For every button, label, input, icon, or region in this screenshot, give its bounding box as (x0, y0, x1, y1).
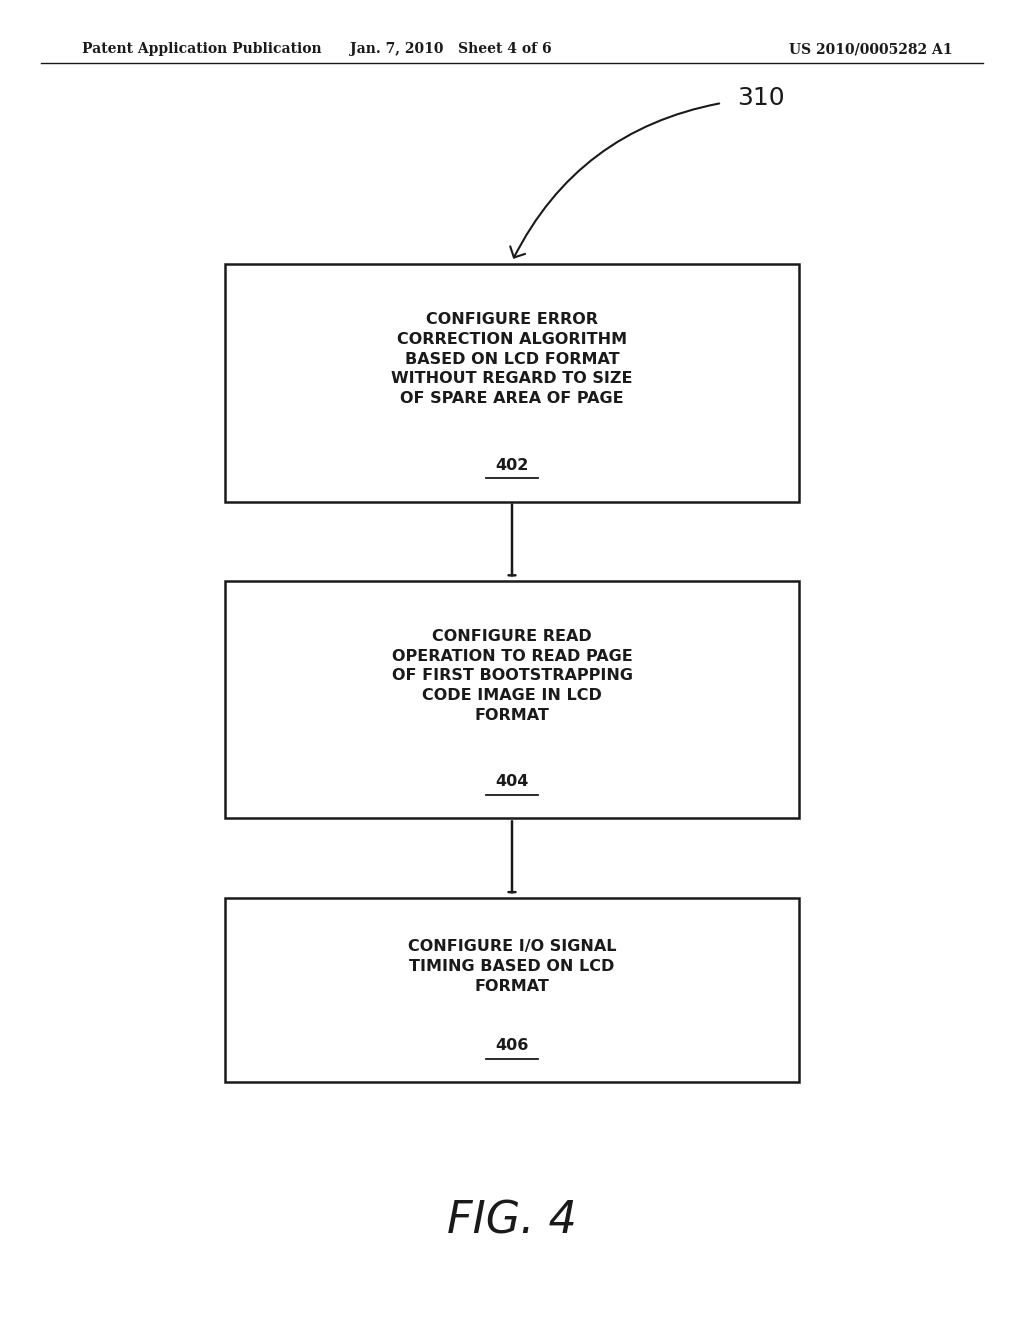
Text: 402: 402 (496, 458, 528, 473)
Text: FIG. 4: FIG. 4 (447, 1200, 577, 1242)
Text: 310: 310 (737, 86, 785, 110)
FancyArrowPatch shape (510, 103, 719, 257)
Bar (225, 264, 799, 502)
Text: CONFIGURE READ
OPERATION TO READ PAGE
OF FIRST BOOTSTRAPPING
CODE IMAGE IN LCD
F: CONFIGURE READ OPERATION TO READ PAGE OF… (391, 628, 633, 723)
Text: 406: 406 (496, 1039, 528, 1053)
Bar (225, 581, 799, 818)
Text: CONFIGURE ERROR
CORRECTION ALGORITHM
BASED ON LCD FORMAT
WITHOUT REGARD TO SIZE
: CONFIGURE ERROR CORRECTION ALGORITHM BAS… (391, 312, 633, 407)
Text: US 2010/0005282 A1: US 2010/0005282 A1 (788, 42, 952, 57)
Bar (225, 898, 799, 1082)
Text: Patent Application Publication: Patent Application Publication (82, 42, 322, 57)
Text: 404: 404 (496, 775, 528, 789)
Text: CONFIGURE I/O SIGNAL
TIMING BASED ON LCD
FORMAT: CONFIGURE I/O SIGNAL TIMING BASED ON LCD… (408, 939, 616, 994)
Text: Jan. 7, 2010   Sheet 4 of 6: Jan. 7, 2010 Sheet 4 of 6 (350, 42, 551, 57)
